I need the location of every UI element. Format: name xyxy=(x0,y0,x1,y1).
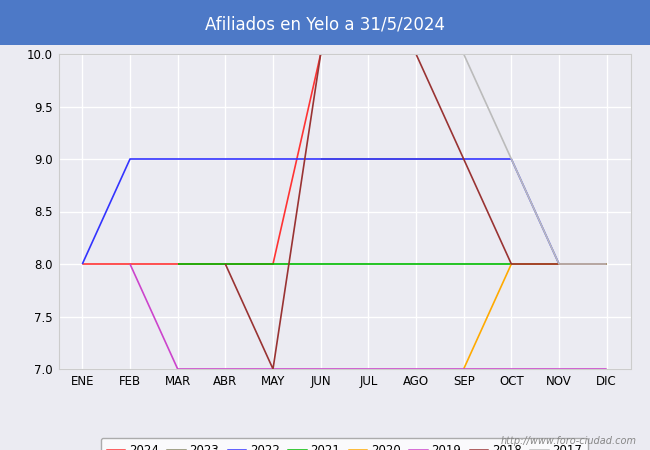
Text: http://www.foro-ciudad.com: http://www.foro-ciudad.com xyxy=(501,436,637,446)
Text: Afiliados en Yelo a 31/5/2024: Afiliados en Yelo a 31/5/2024 xyxy=(205,16,445,34)
Legend: 2024, 2023, 2022, 2021, 2020, 2019, 2018, 2017: 2024, 2023, 2022, 2021, 2020, 2019, 2018… xyxy=(101,438,588,450)
